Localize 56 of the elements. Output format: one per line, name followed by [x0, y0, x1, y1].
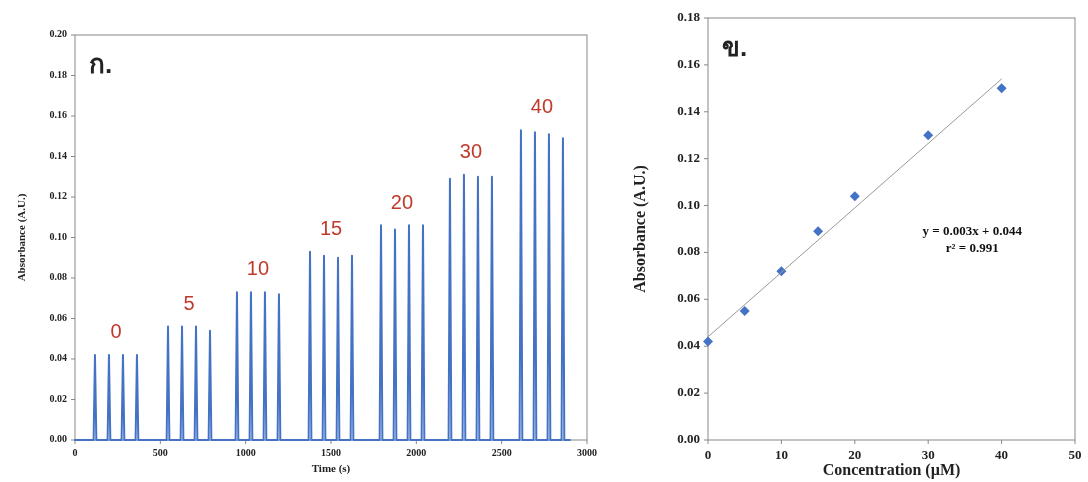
annotation: 10: [246, 257, 270, 280]
y-axis-title: Absorbance (A.U.): [631, 165, 650, 293]
x-tick-label: 2000: [406, 447, 427, 458]
y-tick-label: 0.16: [49, 109, 67, 121]
y-tick-label: 0.08: [677, 243, 701, 259]
point: [849, 191, 860, 202]
y-tick-label: 0.12: [49, 190, 67, 202]
line-series: [74, 129, 571, 441]
annotation: 40: [530, 95, 554, 118]
y-tick-label: 0.02: [677, 384, 700, 400]
x-tick-label: 0: [72, 447, 78, 458]
x-tick-label: 1000: [235, 447, 256, 458]
y-tick-label: 0.20: [49, 28, 67, 40]
annotation: 15: [319, 216, 343, 239]
x-tick-label: 20: [848, 447, 862, 462]
annotation: ข.: [722, 32, 748, 62]
annotation: ก.: [89, 49, 113, 79]
y-tick-label: 0.14: [677, 102, 701, 118]
annotation: 20: [390, 190, 414, 213]
x-axis-title: Time (s): [311, 462, 351, 475]
x-tick-label: 3000: [577, 447, 597, 458]
y-tick-label: 0.06: [49, 311, 67, 323]
point: [996, 83, 1007, 94]
y-tick-label: 0.00: [677, 430, 700, 446]
y-tick-label: 0.18: [677, 8, 701, 24]
annotation: y = 0.003x + 0.044: [922, 223, 1023, 239]
y-tick-label: 0.08: [49, 271, 67, 283]
annotation: 0: [110, 320, 122, 343]
x-tick-label: 1500: [321, 447, 341, 458]
point: [813, 226, 824, 237]
y-axis-title: Absorbance (A.U.): [15, 193, 28, 282]
annotation: 30: [459, 140, 483, 163]
x-tick-label: 40: [995, 447, 1009, 462]
x-tick-label: 10: [774, 447, 788, 462]
x-axis-title: Concentration (µM): [822, 461, 961, 479]
annotation: 5: [183, 291, 195, 314]
y-tick-label: 0.18: [49, 68, 67, 80]
y-tick-label: 0.10: [49, 230, 67, 242]
y-tick-label: 0.00: [49, 433, 67, 445]
point: [739, 306, 750, 317]
y-tick-label: 0.10: [677, 196, 700, 212]
x-tick-label: 50: [1068, 447, 1082, 462]
y-tick-label: 0.04: [677, 337, 701, 353]
x-tick-label: 30: [921, 447, 935, 462]
point: [923, 130, 934, 141]
y-tick-label: 0.04: [49, 352, 67, 364]
y-tick-label: 0.12: [677, 149, 700, 165]
y-tick-label: 0.16: [677, 55, 701, 71]
y-tick-label: 0.06: [677, 290, 701, 306]
annotation: r² = 0.991: [945, 240, 999, 256]
point: [703, 336, 713, 347]
x-tick-label: 0: [704, 447, 712, 462]
x-tick-label: 2500: [491, 447, 512, 458]
y-tick-label: 0.14: [49, 149, 67, 161]
x-tick-label: 500: [152, 447, 168, 458]
y-tick-label: 0.02: [49, 392, 67, 404]
